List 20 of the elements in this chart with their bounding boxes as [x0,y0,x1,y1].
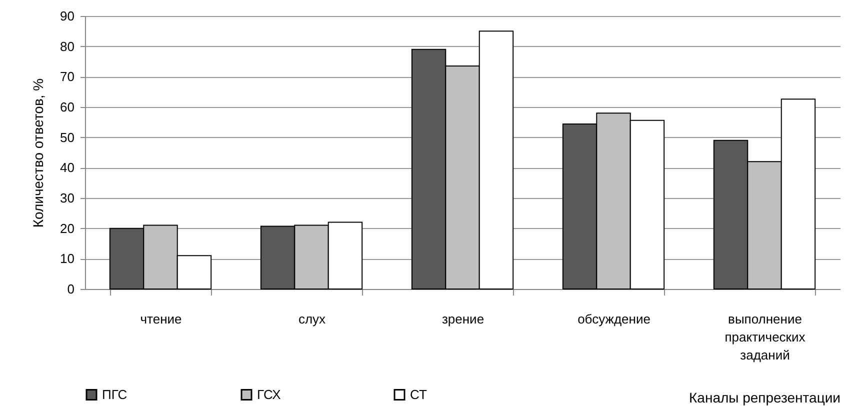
y-tick-label: 30 [60,190,74,206]
y-axis-title: Количество ответов, % [30,78,46,228]
y-tick-label: 40 [60,160,74,176]
y-tick-label: 10 [60,251,74,266]
y-tick-label: 70 [60,69,74,84]
y-tick-label: 60 [60,100,74,114]
x-tick-label: выполнение практических заданий [724,312,806,362]
legend-label: СТ [410,386,427,402]
y-tick-label: 90 [60,8,74,24]
x-tick-label: обсуждение [578,312,650,326]
y-tick-label: 50 [60,130,74,145]
x-tick-label: слух [298,312,326,326]
y-tick-label: 0 [67,282,74,296]
x-tick-label: зрение [442,312,484,326]
y-tick-label: 80 [60,38,74,54]
y-tick-label: 20 [60,220,74,236]
x-tick-label: чтение [140,312,182,326]
x-axis-title: Каналы репрезентации [689,390,840,406]
legend-label: ГСХ [257,386,282,402]
legend-label: ПГС [102,386,128,402]
